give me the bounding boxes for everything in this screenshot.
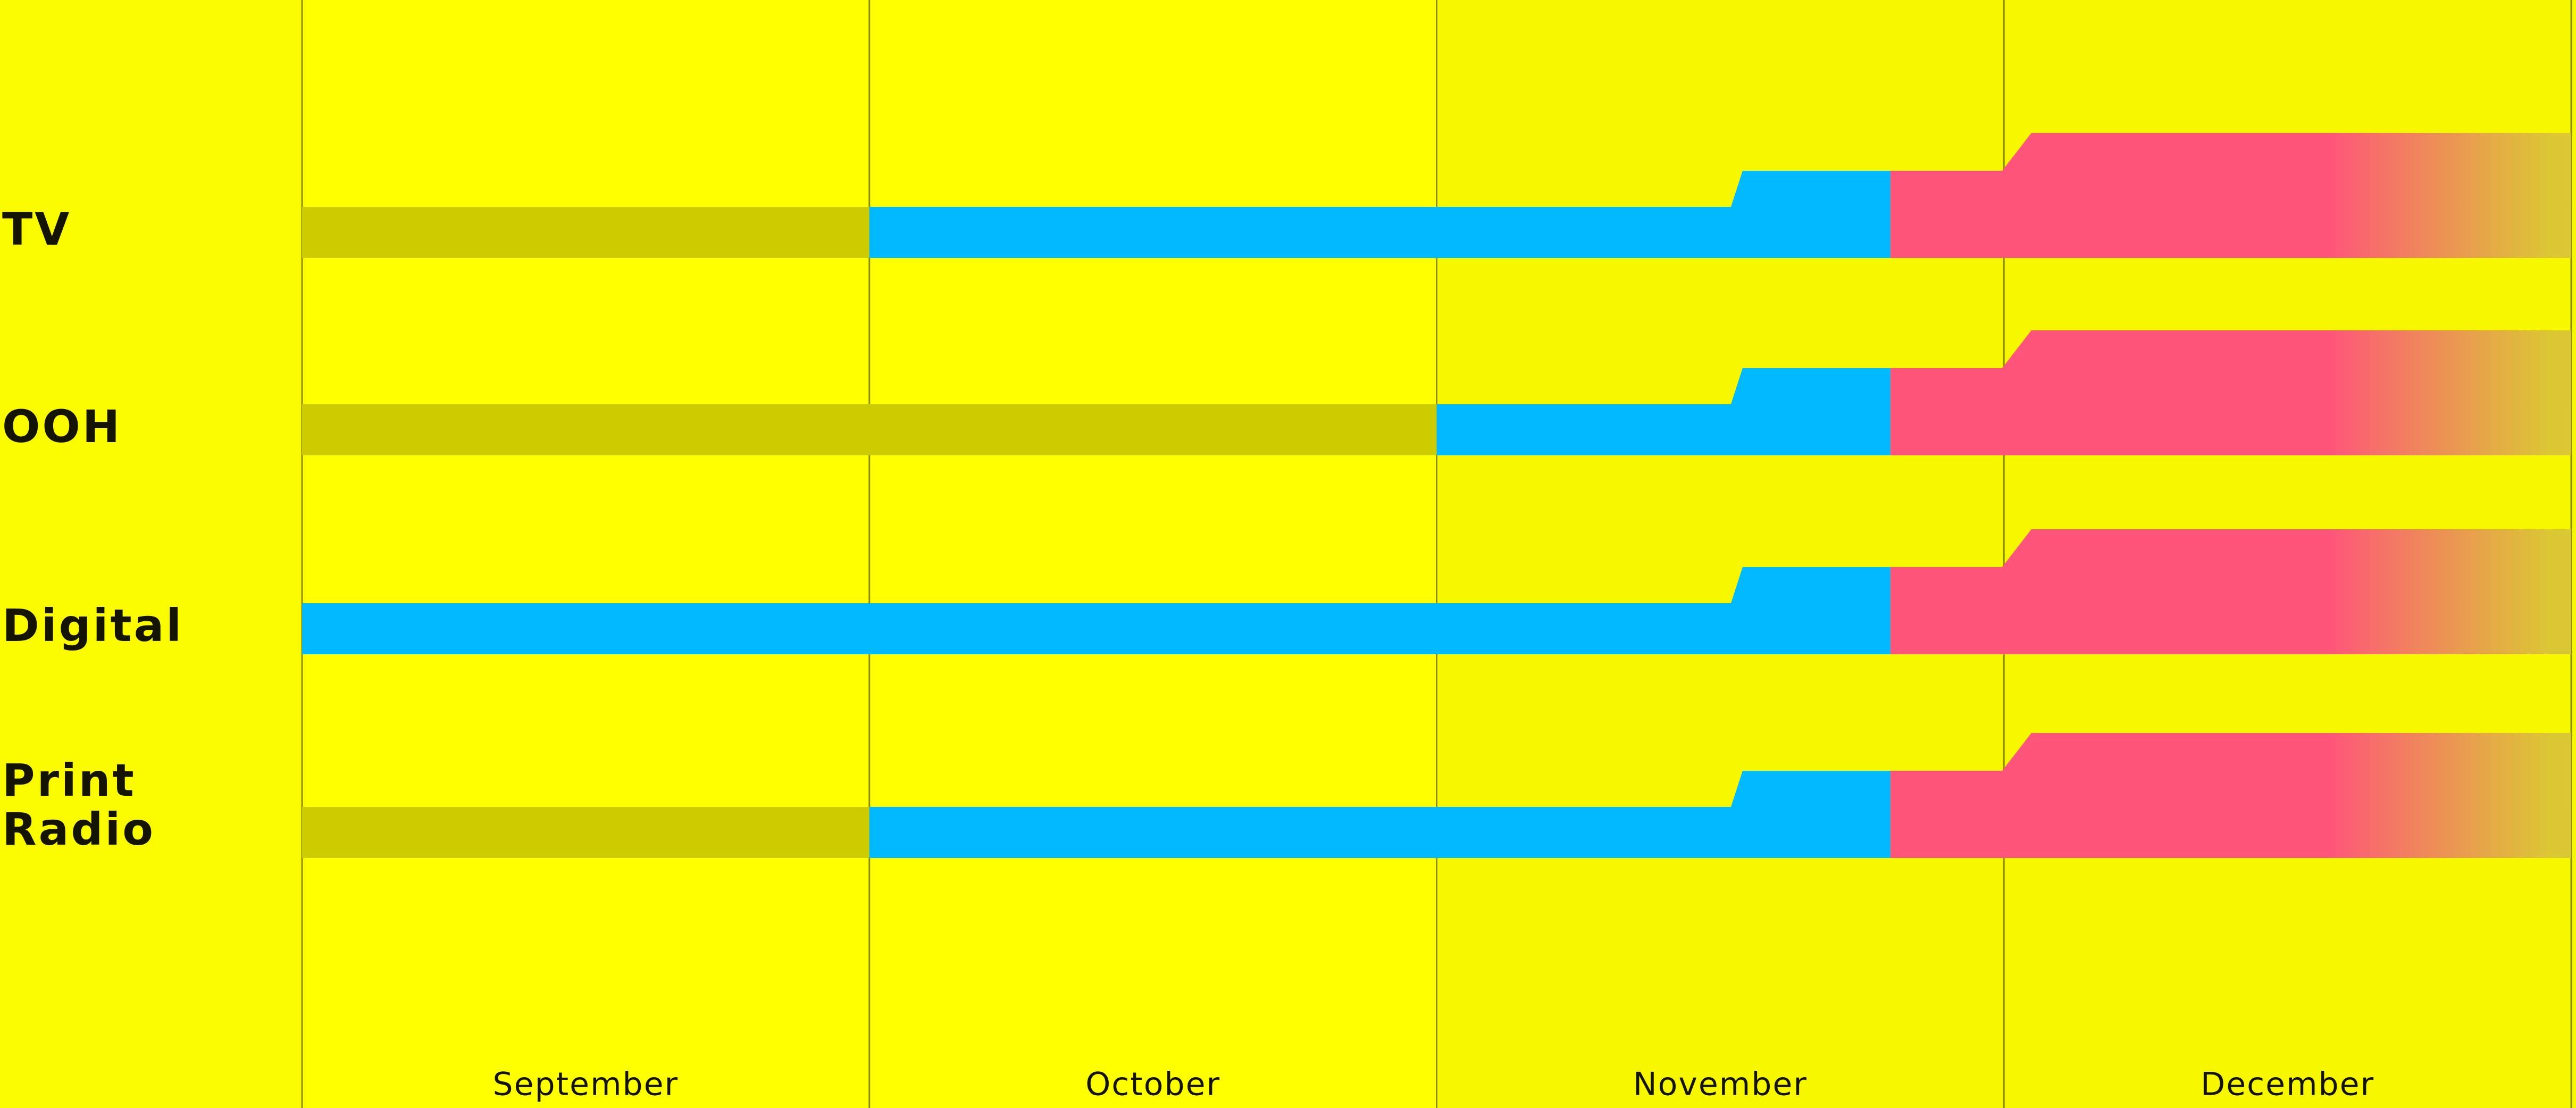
month-label: November <box>1633 1066 1808 1103</box>
month-label: October <box>1085 1066 1220 1103</box>
month-label: December <box>2201 1066 2374 1103</box>
label-panel <box>0 0 302 1108</box>
row-label: OOH <box>2 401 122 453</box>
month-label: September <box>493 1066 679 1103</box>
timeline-segment <box>302 207 869 258</box>
chart: September October November December TV OOH Dig… <box>0 0 2576 1108</box>
row-label: TV <box>2 203 71 255</box>
row-label: Print <box>2 754 136 806</box>
row-label: Digital <box>2 599 183 652</box>
timeline-segment <box>302 807 869 858</box>
timeline-segment <box>302 404 1437 455</box>
page: {"chart_data": {"type": "timeline", "cat… <box>0 0 2576 1108</box>
row-label: Radio <box>2 803 155 855</box>
